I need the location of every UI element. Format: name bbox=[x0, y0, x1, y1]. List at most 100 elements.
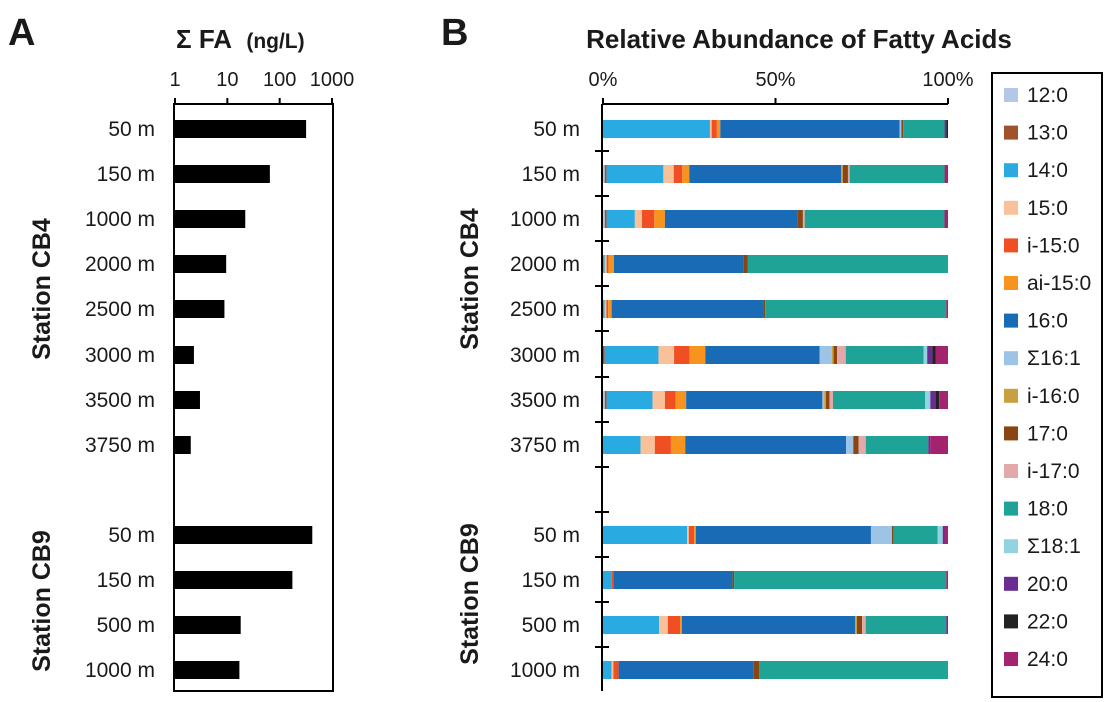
panel-b-legend-swatch bbox=[1004, 125, 1018, 140]
panel-a-x-tick-label: 100 bbox=[263, 69, 296, 91]
panel-b-legend: 12:0 13:0 14:0 15:0 i-15:0 ai-15:0 16:0 Σ16:1 i-… bbox=[1004, 84, 1091, 671]
panel-b-legend-label: i-15:0 bbox=[1027, 234, 1080, 257]
panel-b-category-labels: 50 m 150 m 1000 m 2000 m 2500 m 3000 m 3500 m 3… bbox=[510, 118, 580, 682]
panel-b-segment bbox=[856, 616, 863, 634]
panel-b-segment bbox=[606, 255, 609, 273]
panel-a-bar bbox=[175, 300, 225, 318]
panel-b-segment bbox=[804, 210, 945, 228]
panel-b-segment bbox=[858, 436, 866, 454]
panel-b-segment bbox=[603, 526, 688, 544]
panel-a-category-label: 3000 m bbox=[85, 344, 155, 367]
panel-b-legend-swatch bbox=[1004, 614, 1018, 629]
panel-b-segment bbox=[797, 210, 803, 228]
panel-b-legend-swatch bbox=[1004, 276, 1018, 290]
panel-b-category-label: 150 m bbox=[522, 569, 580, 592]
panel-b-segment bbox=[932, 346, 936, 364]
panel-a-bar bbox=[175, 661, 240, 679]
panel-b-category-label: 3500 m bbox=[510, 389, 580, 412]
panel-b-legend-frame bbox=[991, 72, 1103, 698]
panel-a-category-label: 1000 m bbox=[85, 208, 155, 231]
panel-b-legend-label: 15:0 bbox=[1027, 197, 1068, 220]
panel-b-segment bbox=[849, 165, 945, 183]
panel-b-segment bbox=[680, 616, 682, 634]
panel-b: B Relative Abundance of Fatty Acids 0% 50… bbox=[441, 12, 1103, 698]
panel-b-segment bbox=[925, 391, 931, 409]
panel-b-segment bbox=[753, 661, 760, 679]
panel-b-segment bbox=[603, 165, 605, 183]
panel-b-legend-swatch bbox=[1004, 576, 1018, 591]
panel-b-segment bbox=[606, 391, 653, 409]
panel-b-segment bbox=[604, 255, 607, 273]
panel-b-segment bbox=[935, 346, 948, 364]
panel-b-segment bbox=[608, 300, 612, 318]
panel-b-category-label: 50 m bbox=[533, 524, 580, 547]
panel-b-segment bbox=[673, 165, 683, 183]
panel-b-category-label: 3750 m bbox=[510, 434, 580, 457]
panel-b-segment bbox=[674, 346, 690, 364]
panel-a-category-label: 50 m bbox=[108, 524, 155, 547]
panel-b-x-ticks: 0% 50% 100% bbox=[589, 69, 974, 104]
panel-b-segment bbox=[819, 346, 832, 364]
panel-b-segment bbox=[853, 436, 859, 454]
panel-b-segment bbox=[682, 165, 690, 183]
panel-b-segment bbox=[603, 661, 612, 679]
panel-a-bar bbox=[175, 255, 227, 273]
panel-b-segment bbox=[865, 616, 947, 634]
panel-b-legend-label: 20:0 bbox=[1027, 573, 1068, 596]
panel-a-category-label: 150 m bbox=[97, 163, 155, 186]
panel-b-legend-label: i-16:0 bbox=[1027, 385, 1080, 408]
panel-b-segment bbox=[946, 120, 948, 138]
panel-b-segment bbox=[606, 165, 664, 183]
panel-b-segment bbox=[841, 165, 843, 183]
panel-b-segment bbox=[663, 165, 674, 183]
panel-b-segment bbox=[734, 571, 947, 589]
panel-a-plot-frame bbox=[173, 103, 334, 692]
panel-b-legend-label: 24:0 bbox=[1027, 648, 1068, 671]
panel-a-category-labels: 50 m 150 m 1000 m 2000 m 2500 m 3000 m 3500 m 3… bbox=[85, 118, 155, 682]
panel-b-segment bbox=[694, 526, 696, 544]
panel-b-segment bbox=[845, 346, 924, 364]
panel-b-legend-swatch bbox=[1004, 426, 1018, 441]
panel-a-category-label: 3500 m bbox=[85, 389, 155, 412]
panel-b-legend-swatch bbox=[1004, 501, 1018, 516]
panel-b-segment bbox=[939, 391, 948, 409]
panel-a-category-label: 2500 m bbox=[85, 298, 155, 321]
panel-b-segment bbox=[946, 616, 948, 634]
panel-b-segment bbox=[831, 346, 834, 364]
panel-b-segment bbox=[942, 526, 945, 544]
panel-b-legend-swatch bbox=[1004, 652, 1018, 666]
panel-b-segment bbox=[606, 300, 609, 318]
panel-b-legend-label: 14:0 bbox=[1027, 159, 1068, 182]
panel-b-legend-label: ai-15:0 bbox=[1027, 272, 1091, 295]
panel-b-segment bbox=[944, 210, 948, 228]
panel-a-letter: A bbox=[8, 12, 35, 54]
panel-b-segment bbox=[603, 210, 605, 228]
panel-b-segment bbox=[944, 526, 948, 544]
panel-b-segment bbox=[759, 661, 948, 679]
panel-b-category-label: 3000 m bbox=[510, 344, 580, 367]
panel-b-segment bbox=[837, 346, 846, 364]
panel-b-segment bbox=[603, 120, 710, 138]
panel-b-legend-swatch bbox=[1004, 464, 1018, 478]
panel-b-segment bbox=[654, 210, 665, 228]
panel-b-x-tick-label: 100% bbox=[922, 69, 973, 91]
panel-a-category-label: 50 m bbox=[108, 118, 155, 141]
panel-b-segment bbox=[870, 526, 892, 544]
panel-b-segment bbox=[618, 661, 754, 679]
panel-b-segment bbox=[640, 436, 655, 454]
panel-a-x-ticks: 1 10 100 1000 bbox=[169, 69, 354, 104]
panel-b-segment bbox=[603, 616, 660, 634]
panel-b-segment bbox=[686, 391, 823, 409]
panel-b-segment bbox=[946, 571, 948, 589]
panel-b-legend-swatch bbox=[1004, 200, 1018, 215]
panel-b-legend-label: Σ16:1 bbox=[1027, 347, 1081, 370]
panel-b-segment bbox=[891, 526, 894, 544]
panel-b-bars bbox=[603, 120, 948, 679]
panel-b-segment bbox=[705, 346, 820, 364]
panel-b-segment bbox=[604, 346, 659, 364]
panel-a-category-label: 3750 m bbox=[85, 434, 155, 457]
panel-b-segment bbox=[603, 346, 605, 364]
panel-a-bar bbox=[175, 391, 200, 409]
panel-b-category-label: 50 m bbox=[533, 118, 580, 141]
